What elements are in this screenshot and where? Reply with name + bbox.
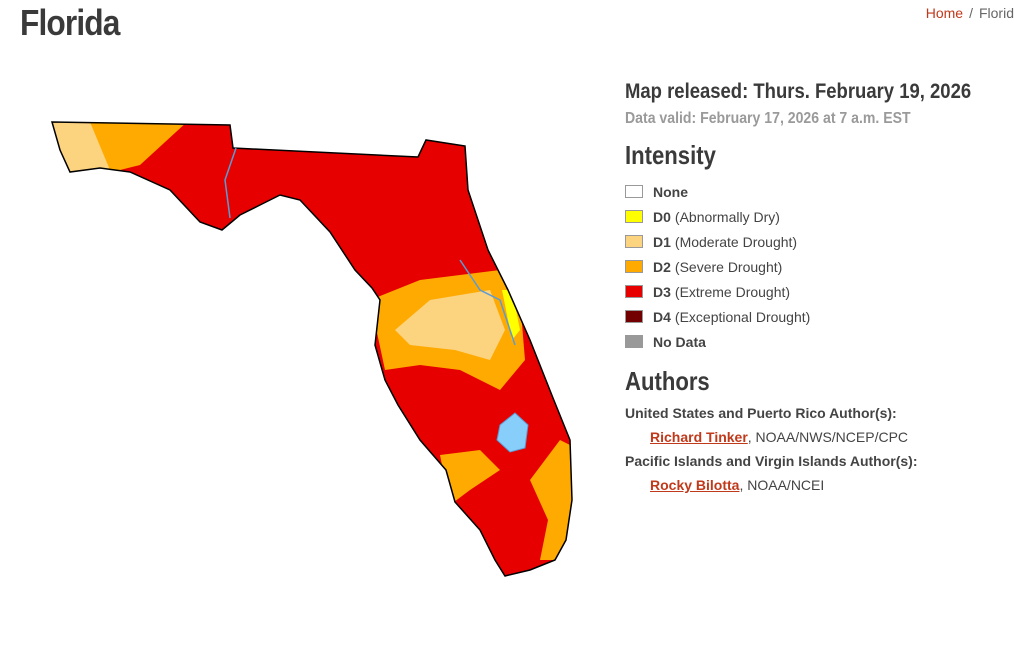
legend-item: No Data [625, 329, 1010, 354]
data-valid: Data valid: February 17, 2026 at 7 a.m. … [625, 110, 911, 127]
author-link[interactable]: Richard Tinker [650, 429, 748, 445]
legend-item: D4 (Exceptional Drought) [625, 304, 1010, 329]
legend-swatch [625, 285, 643, 298]
legend-swatch [625, 310, 643, 323]
legend-code: No Data [653, 333, 706, 350]
legend-item: D0 (Abnormally Dry) [625, 204, 1010, 229]
legend-code: D2 [653, 258, 671, 275]
authors: United States and Puerto Rico Author(s):… [625, 405, 1010, 493]
legend-code: D0 [653, 208, 671, 225]
author-affiliation: , NOAA/NCEI [739, 477, 825, 493]
legend-label: (Abnormally Dry) [674, 208, 780, 225]
state-outline [51, 121, 573, 577]
side-panel: Map released: Thurs. February 19, 2026 D… [625, 80, 1010, 493]
separator: / [969, 5, 973, 21]
lake [496, 412, 529, 453]
legend-swatch [625, 335, 643, 348]
home-link[interactable]: Home [925, 5, 964, 21]
author: Rocky Bilotta, NOAA/NCEI [650, 477, 1010, 493]
map-fill [52, 122, 572, 576]
author: Richard Tinker, NOAA/NWS/NCEP/CPC [650, 429, 1010, 445]
legend-label: (Moderate Drought) [674, 233, 798, 250]
legend-label: (Extreme Drought) [674, 283, 791, 300]
legend-swatch [625, 260, 643, 273]
current-page: Florid [978, 5, 1014, 21]
legend-code: D3 [653, 283, 671, 300]
map-released: Map released: Thurs. February 19, 2026 [625, 80, 972, 103]
legend-item: D1 (Moderate Drought) [625, 229, 1010, 254]
author-affiliation: , NOAA/NWS/NCEP/CPC [747, 429, 909, 445]
intensity-heading: Intensity [625, 140, 716, 170]
breadcrumb: Home / Florid [926, 5, 1014, 21]
legend-code: None [653, 183, 688, 200]
river [459, 259, 516, 346]
legend-code: D4 [653, 308, 671, 325]
legend-code: D1 [653, 233, 671, 250]
legend-swatch [625, 210, 643, 223]
legend-item: D2 (Severe Drought) [625, 254, 1010, 279]
legend: None D0 (Abnormally Dry) D1 (Moderate Drough… [625, 179, 1010, 354]
legend-label: (Exceptional Drought) [674, 308, 811, 325]
river [224, 147, 237, 219]
author-group-title: Pacific Islands and Virgin Islands Autho… [625, 453, 918, 469]
drought-map [51, 121, 573, 577]
legend-label: (Severe Drought) [674, 258, 783, 275]
legend-item: None [625, 179, 1010, 204]
author-link[interactable]: Rocky Bilotta [650, 477, 740, 493]
author-group-title: United States and Puerto Rico Author(s): [625, 405, 897, 421]
page-title: Florida [20, 2, 120, 43]
authors-heading: Authors [625, 366, 710, 396]
legend-item: D3 (Extreme Drought) [625, 279, 1010, 304]
legend-swatch [625, 235, 643, 248]
legend-swatch [625, 185, 643, 198]
